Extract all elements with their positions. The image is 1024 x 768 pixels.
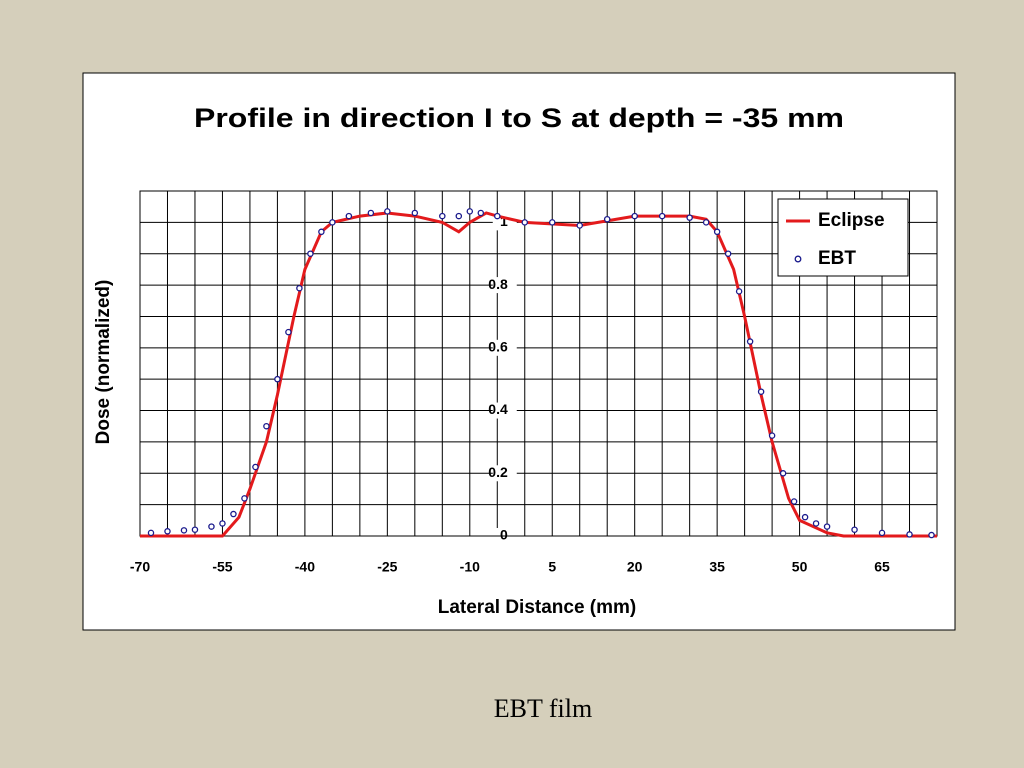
x-tick-label: 5 (548, 559, 556, 575)
tick-label-bg (492, 277, 517, 294)
data-point (906, 531, 913, 538)
tick-label-bg (492, 402, 517, 419)
data-point (252, 463, 259, 471)
legend-label: Eclipse (818, 210, 885, 231)
data-point (713, 228, 721, 236)
data-point (735, 288, 743, 295)
data-point (367, 209, 375, 217)
y-tick-label: 0.4 (488, 401, 508, 417)
data-point (494, 212, 501, 220)
data-point (219, 520, 226, 527)
data-point (686, 214, 693, 221)
tick-label-bg (492, 339, 517, 356)
x-tick-label: -10 (460, 559, 480, 575)
data-point (263, 422, 270, 430)
data-point (318, 228, 325, 236)
x-tick-label: 50 (792, 559, 808, 575)
data-point (345, 212, 353, 220)
data-point (411, 209, 419, 217)
data-point (296, 284, 303, 292)
data-point (801, 513, 809, 521)
y-tick-label: 0.8 (488, 276, 508, 292)
data-point (477, 209, 485, 217)
chart-frame (82, 72, 956, 631)
data-point (241, 495, 248, 502)
legend-label: EBT (818, 248, 856, 269)
data-point (329, 219, 336, 226)
data-point (768, 432, 776, 439)
data-point (191, 526, 199, 533)
series-line (140, 211, 937, 538)
data-point (274, 375, 281, 383)
data-point (746, 338, 754, 345)
tick-label-bg (492, 465, 517, 482)
x-tick-label: -70 (130, 559, 150, 575)
data-point (576, 222, 583, 229)
data-point (180, 527, 188, 534)
caption: EBT film (494, 694, 592, 723)
data-point (603, 215, 611, 223)
data-point (147, 529, 155, 537)
data-point (285, 328, 292, 336)
data-point (724, 250, 732, 257)
x-tick-label: -55 (212, 559, 232, 575)
data-point (384, 208, 391, 215)
data-point (928, 531, 935, 539)
data-point (823, 523, 831, 530)
data-point (521, 219, 529, 226)
data-point (757, 388, 765, 395)
y-tick-label: 0.2 (488, 464, 508, 480)
x-tick-label: 20 (627, 559, 643, 575)
x-tick-label: -40 (295, 559, 315, 575)
data-point (779, 470, 787, 477)
y-tick-label: 1 (500, 213, 508, 229)
data-point (878, 529, 886, 537)
x-tick-label: -25 (377, 559, 397, 575)
x-tick-label: 35 (709, 559, 725, 575)
data-point (439, 212, 446, 220)
data-point (851, 526, 858, 533)
plot-border (139, 190, 938, 537)
data-point (230, 510, 237, 518)
chart-title: Profile in direction I to S at depth = -… (194, 103, 844, 133)
legend-box (777, 198, 909, 277)
data-point (631, 212, 638, 220)
data-point (548, 219, 556, 226)
y-tick-label: 0.6 (488, 339, 508, 355)
y-axis-label: Dose (normalized) (93, 280, 114, 445)
y-tick-label: 0 (500, 527, 508, 543)
x-tick-label: 65 (874, 559, 890, 575)
x-axis-label: Lateral Distance (mm) (438, 597, 637, 618)
data-point (658, 212, 666, 220)
data-point (307, 250, 314, 257)
data-point (466, 208, 474, 215)
data-point (164, 528, 171, 535)
data-point (812, 520, 820, 527)
data-point (790, 498, 798, 505)
data-point (208, 523, 215, 530)
data-point (702, 219, 710, 226)
legend-swatch (794, 255, 802, 263)
data-point (455, 212, 463, 220)
